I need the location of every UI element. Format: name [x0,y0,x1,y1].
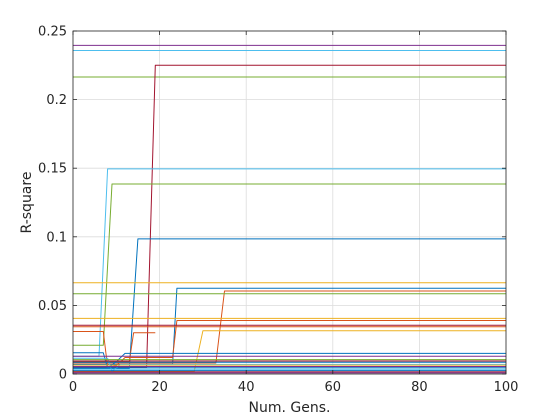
x-axis-label: Num. Gens. [249,400,331,416]
series-line-17 [73,332,156,363]
y-tick-label: 0.05 [38,299,67,314]
x-tick-label: 40 [238,380,255,395]
y-axis-label: R-square [19,172,35,234]
y-tick-label: 0.25 [38,25,67,40]
x-tick-label: 0 [69,380,77,395]
y-tick-label: 0.1 [46,230,67,245]
axis-ticks: 0 20 40 60 80 100 0 0.05 0.1 0.15 0.2 0.25 [38,25,518,396]
series-line-16 [73,330,506,372]
x-tick-label: 60 [325,380,342,395]
plot-area-background [73,31,506,374]
x-tick-label: 20 [151,380,168,395]
series-layer [73,44,506,374]
x-tick-label: 100 [494,380,519,395]
y-tick-label: 0 [59,368,67,383]
x-tick-label: 80 [411,380,428,395]
series-line-20 [73,357,506,372]
series-line-7 [73,238,506,369]
y-tick-label: 0.15 [38,162,67,177]
plot-area-frame [72,30,507,375]
series-line-6 [73,183,506,346]
y-tick-label: 0.2 [46,93,67,108]
